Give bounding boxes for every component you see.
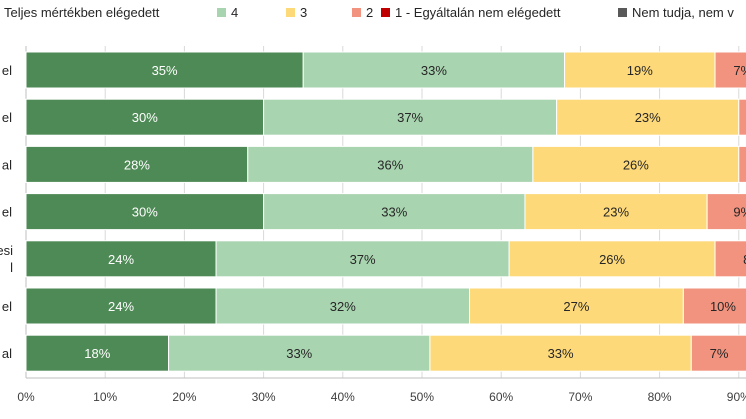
data-label-r6-s2: 33% — [548, 346, 574, 361]
x-tick-label-9: 90% — [727, 390, 746, 404]
data-label-r4-s0: 24% — [108, 252, 134, 267]
data-label-r0-s3: 7% — [733, 63, 746, 78]
bar-segment-r4-s2 — [508, 240, 716, 278]
x-tick-label-5: 50% — [410, 390, 434, 404]
category-label-4: esi — [0, 243, 13, 258]
bar-segment-r2-s2 — [532, 145, 740, 183]
x-tick-label-2: 20% — [172, 390, 196, 404]
bar-segment-r6-s2 — [429, 334, 692, 372]
data-label-r6-s1: 33% — [286, 346, 312, 361]
legend-swatch-3 — [352, 8, 361, 17]
data-label-r3-s3: 9% — [733, 205, 746, 220]
category-label-0: el — [2, 63, 12, 78]
legend-swatch-2 — [286, 8, 295, 17]
legend-label-3: 2 — [366, 5, 373, 20]
legend: Teljes mértékben elégedett 4 3 2 1 - Egyálta… — [4, 5, 734, 20]
x-tick-label-4: 40% — [331, 390, 355, 404]
category-label-1: el — [2, 110, 12, 125]
category-label-5: el — [2, 299, 12, 314]
bar-segment-r2-s3 — [738, 145, 746, 183]
data-label-r3-s0: 30% — [132, 205, 158, 220]
x-tick-label-1: 10% — [93, 390, 117, 404]
data-label-r4-s2: 26% — [599, 252, 625, 267]
bar-segment-r4-s3 — [714, 240, 746, 278]
data-label-r3-s1: 33% — [381, 205, 407, 220]
legend-label-5: Nem tudja, nem v — [632, 5, 734, 20]
bar-segment-r6-s0 — [25, 334, 170, 372]
x-axis: 0% 10% 20% 30% 40% 50% 60% 70% 80% 90% — [17, 377, 746, 404]
bar-segment-r1-s2 — [556, 98, 740, 136]
data-label-r6-s0: 18% — [84, 346, 110, 361]
data-label-r0-s0: 35% — [152, 63, 178, 78]
x-tick-label-7: 70% — [568, 390, 592, 404]
data-label-r5-s2: 27% — [563, 299, 589, 314]
data-label-r1-s1: 37% — [397, 110, 423, 125]
legend-swatch-5 — [618, 8, 627, 17]
data-label-r2-s0: 28% — [124, 157, 150, 172]
bar-segment-r2-s0 — [25, 145, 249, 183]
data-label-r4-s3: 8 — [743, 252, 746, 267]
bar-segment-r5-s3 — [682, 287, 746, 325]
bar-segment-r0-s1 — [302, 51, 566, 89]
category-label-3: el — [2, 205, 12, 220]
data-label-r2-s2: 26% — [623, 157, 649, 172]
legend-label-4: 1 - Egyáltalán nem elégedett — [395, 5, 561, 20]
data-label-r6-s3: 7% — [710, 346, 729, 361]
bar-segment-r3-s3 — [706, 193, 746, 231]
data-label-r2-s1: 36% — [377, 157, 403, 172]
bars: 35% 33% 19% 7% 30% 37% 23% 28% 36% 26% 30% 33% 23% 9%… — [25, 51, 746, 372]
bar-segment-r3-s2 — [524, 193, 708, 231]
x-tick-label-3: 30% — [252, 390, 276, 404]
bar-segment-r4-s0 — [25, 240, 217, 278]
data-label-r5-s1: 32% — [330, 299, 356, 314]
bar-segment-r5-s0 — [25, 287, 217, 325]
data-label-r5-s3: 10% — [710, 299, 736, 314]
category-label-2: al — [2, 157, 12, 172]
bar-segment-r1-s3 — [738, 98, 746, 136]
bar-segment-r5-s1 — [215, 287, 471, 325]
data-label-r4-s1: 37% — [350, 252, 376, 267]
bar-segment-r3-s0 — [25, 193, 265, 231]
data-label-r3-s2: 23% — [603, 205, 629, 220]
data-label-r1-s2: 23% — [635, 110, 661, 125]
bar-segment-r6-s1 — [168, 334, 431, 372]
bar-segment-r2-s1 — [247, 145, 534, 183]
data-label-r1-s0: 30% — [132, 110, 158, 125]
x-tick-label-0: 0% — [17, 390, 35, 404]
category-label-6: al — [2, 346, 12, 361]
category-label-4-line2: l — [10, 260, 13, 275]
data-label-r0-s2: 19% — [627, 63, 653, 78]
bar-segment-r0-s3 — [714, 51, 746, 89]
legend-label-2: 3 — [300, 5, 307, 20]
legend-label-0: Teljes mértékben elégedett — [4, 5, 160, 20]
legend-swatch-1 — [217, 8, 226, 17]
data-label-r0-s1: 33% — [421, 63, 447, 78]
x-tick-label-6: 60% — [489, 390, 513, 404]
bar-segment-r3-s1 — [263, 193, 526, 231]
bar-segment-r6-s3 — [690, 334, 746, 372]
legend-swatch-4 — [381, 8, 390, 17]
data-label-r5-s0: 24% — [108, 299, 134, 314]
bar-segment-r4-s1 — [215, 240, 510, 278]
category-labels: el el al el esi l el al — [0, 63, 13, 361]
legend-label-1: 4 — [231, 5, 238, 20]
bar-segment-r0-s2 — [564, 51, 716, 89]
x-tick-label-8: 80% — [648, 390, 672, 404]
